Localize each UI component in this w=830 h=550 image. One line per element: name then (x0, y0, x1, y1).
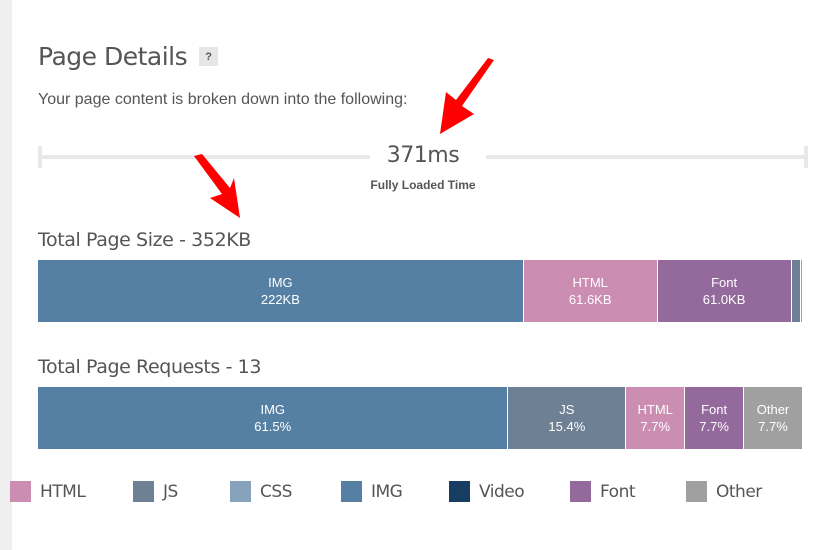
legend-item-html: HTML (10, 481, 133, 502)
legend-label: Font (600, 481, 636, 502)
segment-value-label: 7.7% (640, 419, 671, 434)
legend-item-font: Font (570, 481, 686, 502)
legend-label: JS (163, 481, 178, 502)
legend-swatch (449, 481, 470, 502)
bar-segment-html[interactable]: HTML 61.6KB (523, 260, 658, 322)
segment-type-label: Other (756, 402, 790, 417)
title-row: Page Details ? (38, 42, 219, 71)
fully-loaded-time-label: Fully Loaded Time (370, 178, 476, 192)
segment-type-label: HTML (637, 402, 673, 417)
bar-segment-js[interactable]: JS 15.4% (508, 387, 627, 449)
left-rail (0, 0, 12, 550)
help-button[interactable]: ? (199, 47, 219, 66)
segment-value-label: 222KB (260, 292, 300, 307)
segment-value-label: 7.7% (758, 419, 788, 434)
bar-segment-font[interactable]: Font 7.7% (685, 387, 745, 449)
bar-segment-img[interactable]: IMG 61.5% (38, 387, 509, 449)
legend-item-video: Video (449, 481, 570, 502)
segment-value-label: 61.6KB (568, 292, 612, 307)
timeline-line-right (486, 155, 808, 159)
segment-value-label: 61.0KB (702, 292, 746, 307)
legend-item-css: CSS (230, 481, 341, 502)
legend-label: IMG (371, 481, 403, 502)
red-arrow-icon (194, 154, 240, 218)
bar-segment-html[interactable]: HTML 7.7% (626, 387, 686, 449)
total-page-requests-title: Total Page Requests - 13 (38, 356, 262, 378)
legend-swatch (570, 481, 591, 502)
legend-label: Other (716, 481, 762, 502)
segment-type-label: IMG (268, 275, 293, 290)
segment-value-label: 61.5% (254, 419, 292, 434)
page-requests-bar: IMG 61.5% JS 15.4% HTML 7.7% Font 7.7% Other 7.7% (38, 387, 803, 449)
segment-value-label: 7.7% (699, 419, 729, 434)
legend-label: Video (479, 481, 525, 502)
legend-swatch (230, 481, 251, 502)
segment-type-label: Font (701, 402, 728, 417)
red-arrow-icon (440, 58, 494, 134)
legend-item-js: JS (133, 481, 230, 502)
bar-segment-img[interactable]: IMG 222KB (38, 260, 524, 322)
legend-swatch (686, 481, 707, 502)
legend-label: CSS (260, 481, 292, 502)
segment-type-label: JS (559, 402, 575, 417)
legend-item-other: Other (686, 481, 766, 502)
legend-label: HTML (40, 481, 86, 502)
legend-swatch (10, 481, 31, 502)
page-title: Page Details (38, 42, 188, 71)
segment-type-label: HTML (572, 275, 608, 290)
legend-swatch (341, 481, 362, 502)
fully-loaded-time-value: 371ms (386, 143, 460, 168)
segment-type-label: IMG (260, 402, 286, 417)
bar-segment-other[interactable]: Other 7.7% (744, 387, 803, 449)
legend-swatch (133, 481, 154, 502)
page-size-bar: IMG 222KB HTML 61.6KB Font 61.0KB (38, 260, 803, 322)
segment-type-label: Font (711, 275, 738, 290)
total-page-size-title: Total Page Size - 352KB (38, 229, 251, 251)
content-type-legend: HTML JS CSS IMG Video Font Other (10, 481, 766, 502)
bar-segment-font[interactable]: Font 61.0KB (657, 260, 792, 322)
legend-item-img: IMG (341, 481, 449, 502)
segment-value-label: 15.4% (548, 419, 586, 434)
timeline-end-cap (804, 146, 808, 168)
page-subtitle: Your page content is broken down into th… (38, 91, 408, 108)
bar-segment-other[interactable] (800, 260, 803, 322)
bar-segment-js[interactable] (791, 260, 801, 322)
